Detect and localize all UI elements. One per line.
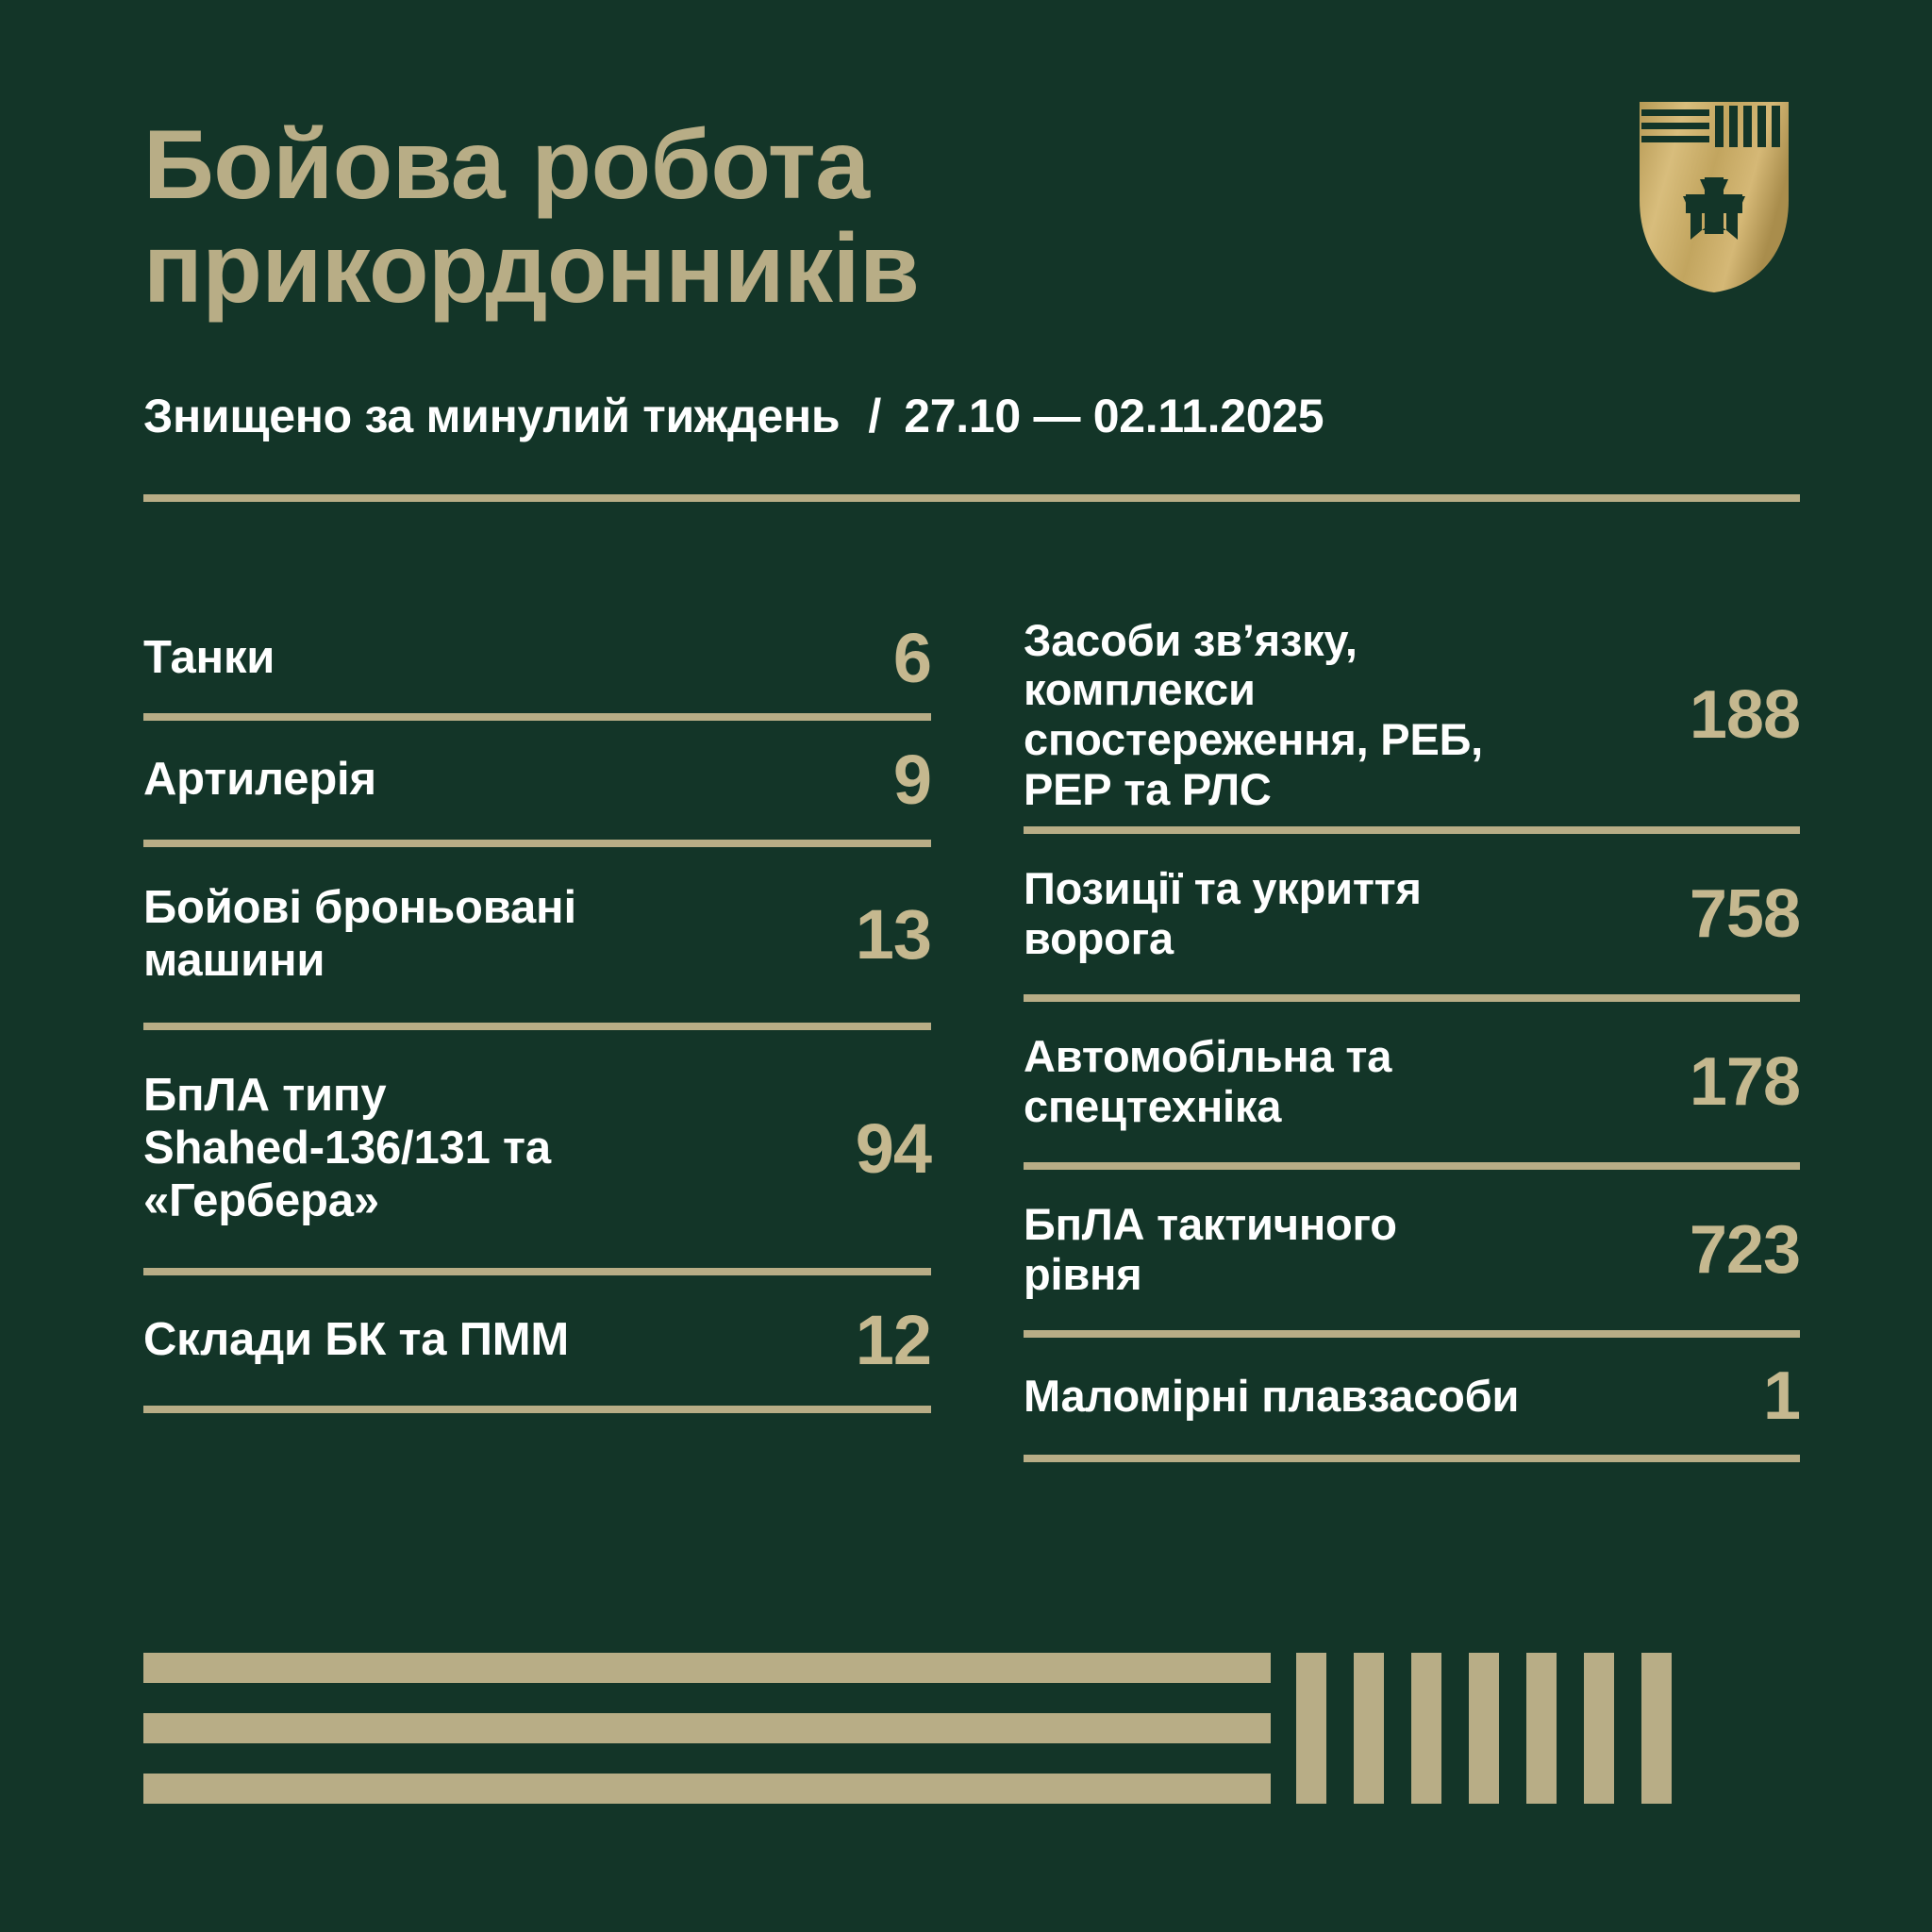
stat-row: Артилерія 9 [143, 721, 932, 840]
row-divider [143, 1406, 931, 1413]
stat-value: 188 [1689, 677, 1801, 753]
row-divider [1024, 1330, 1800, 1338]
row-divider [1024, 826, 1800, 834]
row-divider [143, 713, 931, 721]
page-title: Бойова робота прикордонників [143, 110, 920, 325]
date-range: 27.10 — 02.11.2025 [904, 390, 1324, 442]
row-divider [1024, 1455, 1800, 1462]
stat-label: Автомобільна та спецтехніка [1024, 1031, 1392, 1131]
stat-value: 9 [892, 741, 932, 819]
stat-value: 94 [855, 1109, 932, 1188]
horizontal-bar [143, 1774, 1271, 1804]
stat-row: Засоби зв’язку, комплекси спостереження,… [1024, 604, 1801, 826]
row-divider [143, 1268, 931, 1275]
horizontal-bar [143, 1713, 1271, 1743]
stat-value: 1 [1762, 1358, 1801, 1434]
subtitle-row: Знищено за минулий тиждень / 27.10 — 02.… [143, 389, 1804, 443]
row-divider [143, 1023, 931, 1030]
vertical-bar [1469, 1653, 1499, 1804]
stats-columns: Танки 6 Артилерія 9 Бойові броньовані ма… [0, 604, 1932, 1557]
stat-label: Засоби зв’язку, комплекси спостереження,… [1024, 614, 1484, 814]
stat-label: БпЛА типу Shahed-136/131 та «Гербера» [143, 1070, 551, 1226]
header: Бойова робота прикордонників [143, 102, 1804, 396]
row-divider [1024, 1162, 1800, 1170]
stat-row: Танки 6 [143, 604, 932, 713]
horizontal-bars-group [143, 1653, 1271, 1804]
stat-label: Бойові броньовані машини [143, 882, 576, 986]
vertical-bar [1354, 1653, 1384, 1804]
stat-value: 13 [855, 895, 932, 974]
subtitle-text: Знищено за минулий тиждень [143, 390, 841, 442]
stat-value: 723 [1689, 1212, 1801, 1288]
stat-row: БпЛА тактичного рівня 723 [1024, 1170, 1801, 1330]
stat-row: Бойові броньовані машини 13 [143, 847, 932, 1023]
stat-value: 178 [1689, 1044, 1801, 1120]
stat-row: Позиції та укриття ворога 758 [1024, 834, 1801, 994]
vertical-bars-group [1296, 1653, 1672, 1804]
stat-label: Артилерія [143, 754, 376, 806]
vertical-bar [1296, 1653, 1326, 1804]
vertical-bar [1584, 1653, 1614, 1804]
stat-label: Танки [143, 632, 275, 684]
stat-label: БпЛА тактичного рівня [1024, 1199, 1397, 1299]
stat-value: 6 [892, 619, 932, 697]
header-divider [143, 494, 1800, 502]
stats-column-left: Танки 6 Артилерія 9 Бойові броньовані ма… [143, 604, 932, 1557]
stat-label: Склади БК та ПММ [143, 1314, 569, 1366]
stat-value: 758 [1689, 876, 1801, 952]
stat-label: Маломірні плавзасоби [1024, 1370, 1520, 1421]
vertical-bar [1641, 1653, 1672, 1804]
horizontal-bar [143, 1653, 1271, 1683]
stat-row: Автомобільна та спецтехніка 178 [1024, 1002, 1801, 1162]
vertical-bar [1411, 1653, 1441, 1804]
row-divider [143, 840, 931, 847]
stats-column-right: Засоби зв’язку, комплекси спостереження,… [1024, 604, 1801, 1557]
row-divider [1024, 994, 1800, 1002]
vertical-bar [1526, 1653, 1557, 1804]
footer-decoration [143, 1653, 1804, 1804]
border-guard-shield-emblem [1634, 98, 1794, 296]
stat-row: Склади БК та ПММ 12 [143, 1275, 932, 1406]
subtitle-separator: / [868, 390, 882, 442]
stat-label: Позиції та укриття ворога [1024, 863, 1422, 963]
stat-row: Маломірні плавзасоби 1 [1024, 1338, 1801, 1455]
stat-value: 12 [855, 1301, 932, 1379]
stat-row: БпЛА типу Shahed-136/131 та «Гербера» 94 [143, 1030, 932, 1268]
